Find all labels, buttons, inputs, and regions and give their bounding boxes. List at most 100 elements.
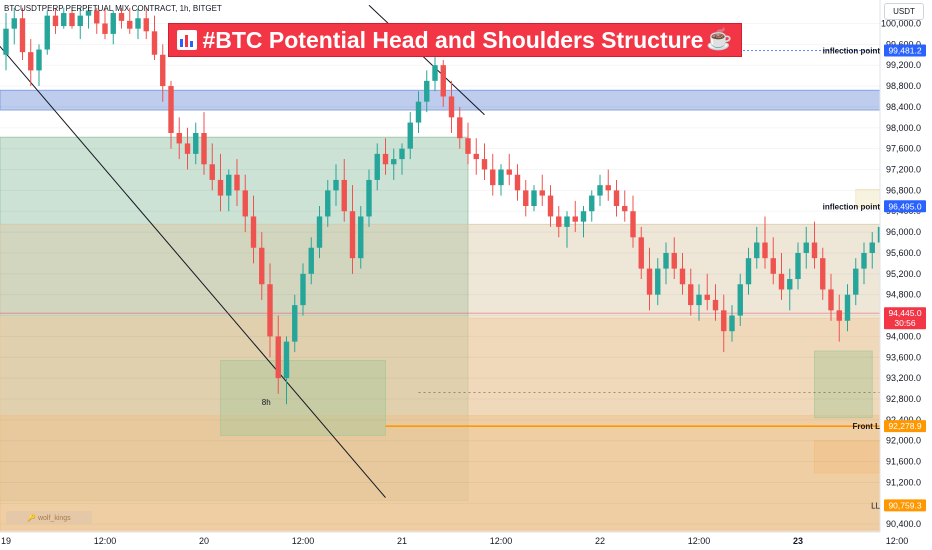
candle (61, 7, 67, 29)
candle-body (374, 153, 380, 180)
candle-body (143, 18, 149, 32)
price-tag (884, 200, 926, 213)
candle-body (127, 20, 133, 29)
candle (457, 106, 463, 149)
candle (374, 143, 380, 191)
candle-body (853, 268, 859, 295)
candle (737, 273, 743, 326)
candle-body (160, 54, 166, 87)
candle-body (531, 190, 537, 207)
candle (795, 242, 801, 290)
candle-body (597, 185, 603, 196)
candle (358, 206, 364, 269)
candle (704, 273, 710, 311)
price-tag (884, 307, 926, 330)
candle (44, 10, 50, 55)
chart-title-banner: #BTC Potential Head and Shoulders Struct… (168, 23, 742, 57)
candle-body (226, 174, 232, 196)
candle-body (613, 190, 620, 207)
price-tick-label: 92,800.0 (886, 394, 921, 404)
candle (514, 164, 521, 201)
candle (770, 237, 776, 285)
candle (836, 294, 842, 342)
annotation-label: 8h (262, 398, 271, 407)
candle (85, 7, 92, 29)
price-tag-countdown: 30:56 (894, 318, 916, 328)
candle-body (828, 289, 834, 311)
candle-body (506, 169, 512, 175)
candle (630, 195, 636, 248)
candle (844, 284, 851, 332)
candle-body (572, 216, 578, 222)
candle-body (663, 252, 669, 269)
candle (77, 7, 83, 40)
author-watermark: 🔑 wolf_kings (6, 511, 92, 524)
candle (671, 237, 677, 280)
candle (539, 174, 545, 207)
candle (151, 15, 158, 60)
candle (94, 7, 100, 34)
candle-body (69, 13, 75, 27)
candle (184, 127, 191, 170)
candle (300, 263, 306, 316)
candle (820, 247, 826, 300)
candle (696, 284, 702, 321)
candle-body (721, 310, 727, 332)
price-tick-label: 91,600.0 (886, 457, 921, 467)
candle-body (300, 273, 306, 306)
candle (762, 216, 768, 269)
candle (135, 7, 141, 40)
candle-body (316, 216, 323, 248)
candle-body (580, 211, 587, 222)
green-box-mid (814, 350, 873, 419)
candle (193, 122, 199, 165)
price-tick-label: 94,800.0 (886, 290, 921, 300)
candle (729, 305, 735, 342)
candle (622, 190, 628, 222)
candle-body (539, 190, 545, 196)
price-tag-value: 92,278.9 (888, 421, 921, 431)
candle (688, 268, 694, 316)
candle-body (844, 294, 851, 321)
candle (432, 52, 438, 92)
candle (572, 200, 578, 233)
candle-body (754, 242, 760, 259)
candle-body (671, 252, 677, 269)
candle (143, 7, 149, 40)
candle-body (209, 164, 215, 180)
candle (308, 237, 314, 285)
descending-trendline-left (0, 45, 386, 498)
price-tick-label: 97,600.0 (886, 144, 921, 154)
candle-body (135, 18, 141, 29)
candle-body (704, 294, 710, 300)
candle-body (712, 299, 719, 311)
candle-body (102, 23, 108, 34)
chart-title: #BTC Potential Head and Shoulders Struct… (202, 26, 704, 53)
currency-button[interactable]: USDT (884, 3, 924, 20)
candle-body (490, 169, 496, 186)
candle (754, 226, 760, 269)
coffee-cup-icon: ☕ (706, 28, 733, 51)
candle-body (399, 148, 405, 160)
candle (498, 164, 504, 196)
candle-body (556, 216, 562, 227)
candle-body (638, 237, 644, 269)
candle-body (382, 153, 389, 165)
candle (176, 117, 182, 160)
price-tick-label: 92,400.0 (886, 415, 921, 425)
candle (275, 315, 281, 394)
candle-body (564, 216, 570, 227)
candle-body (94, 10, 100, 24)
time-tick-label: 12:00 (490, 536, 513, 546)
candle-body (168, 86, 174, 133)
candle (473, 138, 479, 175)
price-tag-value: 96,495.0 (888, 201, 921, 211)
candle (382, 138, 389, 175)
candle (407, 112, 413, 160)
orange-zone-lower (0, 317, 881, 533)
price-tick-label: 92,000.0 (886, 436, 921, 446)
price-tick-label: 97,200.0 (886, 165, 921, 175)
green-box-left (220, 360, 386, 436)
